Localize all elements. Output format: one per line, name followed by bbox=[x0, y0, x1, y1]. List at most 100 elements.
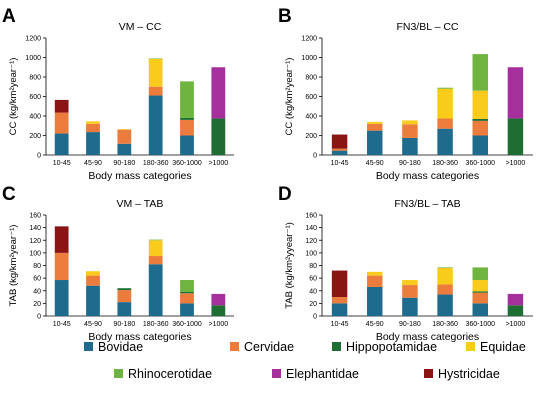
y-tick-label: 80 bbox=[33, 263, 41, 270]
bar-segment-hystricidae bbox=[54, 226, 69, 253]
y-tick-label: 40 bbox=[309, 288, 317, 295]
x-tick-label: 360-1000 bbox=[465, 321, 495, 328]
x-tick-label: 360-1000 bbox=[465, 160, 495, 167]
bar-segment-equidae bbox=[402, 120, 418, 125]
bar-segment-equidae bbox=[402, 280, 418, 286]
legend-swatch bbox=[466, 342, 475, 351]
bar-segment-cervidae bbox=[148, 256, 163, 265]
bar-segment-bovidae bbox=[402, 297, 418, 316]
chart-title: FN3/BL – CC bbox=[396, 21, 458, 33]
legend-label: Equidae bbox=[480, 340, 526, 354]
chart-panel-b: B FN3/BL – CC 0 200 400 600 800 1000 1200 CC (kg/… bbox=[278, 6, 533, 182]
bar-segment-hippopotamidae bbox=[211, 305, 226, 316]
bar-segment-cervidae bbox=[402, 285, 418, 298]
y-tick-label: 400 bbox=[305, 114, 317, 121]
bar-segment-hystricidae bbox=[331, 270, 348, 298]
y-axis-label: CC (kg/km²year⁻¹) bbox=[284, 58, 295, 136]
bar-segment-rhinocerotidae bbox=[180, 81, 194, 118]
bar-segment-cervidae bbox=[148, 86, 163, 96]
legend-label: Bovidae bbox=[98, 340, 143, 354]
bar-segment-bovidae bbox=[367, 130, 383, 155]
y-tick-label: 1000 bbox=[301, 55, 317, 62]
bar-segment-equidae bbox=[86, 271, 100, 276]
x-tick-label: >1000 bbox=[506, 321, 526, 328]
bar-segment-cervidae bbox=[86, 275, 100, 286]
bar-segment-hystricidae bbox=[54, 99, 69, 113]
bar-segment-bovidae bbox=[331, 150, 348, 155]
chart-title: VM – CC bbox=[119, 21, 162, 33]
bar-segment-equidae bbox=[148, 58, 163, 87]
y-tick-label: 200 bbox=[29, 133, 41, 140]
bar-segment-cervidae bbox=[437, 284, 453, 295]
y-tick-label: 600 bbox=[29, 94, 41, 101]
y-tick-label: 60 bbox=[33, 276, 41, 283]
bar-segment-rhinocerotidae bbox=[437, 267, 453, 269]
y-tick-label: 800 bbox=[29, 75, 41, 82]
y-tick-label: 600 bbox=[305, 94, 317, 101]
bar-segment-hippopotamidae bbox=[180, 292, 194, 294]
legend-label: Rhinocerotidae bbox=[128, 367, 212, 381]
bar-segment-cervidae bbox=[331, 148, 348, 151]
bar-segment-bovidae bbox=[472, 303, 488, 316]
legend-swatch bbox=[332, 342, 341, 351]
y-tick-label: 0 bbox=[313, 314, 317, 321]
legend-swatch bbox=[114, 369, 123, 378]
bar-segment-bovidae bbox=[117, 302, 132, 316]
bar-segment-hippopotamidae bbox=[211, 118, 226, 155]
legend-item-cervidae: Cervidae bbox=[230, 340, 294, 354]
bar-segment-bovidae bbox=[472, 135, 488, 155]
bar-segment-hippopotamidae bbox=[472, 291, 488, 293]
bar-segment-elephantidae bbox=[507, 67, 524, 119]
bar-segment-elephantidae bbox=[211, 67, 226, 119]
bar-segment-bovidae bbox=[117, 143, 132, 155]
chart-panel-c: C VM – TAB 0 20 40 60 80 100 120 140 160 TAB (kg/km… bbox=[2, 184, 234, 343]
x-axis-label: Body mass categories bbox=[88, 170, 191, 182]
y-tick-label: 20 bbox=[309, 301, 317, 308]
bar-segment-rhinocerotidae bbox=[437, 87, 453, 89]
bar-segment-hippopotamidae bbox=[180, 117, 194, 120]
x-axis-label: Body mass categories bbox=[376, 331, 479, 343]
y-tick-label: 140 bbox=[305, 225, 317, 232]
y-tick-label: 160 bbox=[305, 213, 317, 220]
bar-segment-rhinocerotidae bbox=[148, 239, 163, 241]
legend-item-elephantidae: Elephantidae bbox=[272, 367, 359, 381]
legend-item-bovidae: Bovidae bbox=[84, 340, 143, 354]
bar-segment-cervidae bbox=[402, 124, 418, 138]
legend-label: Elephantidae bbox=[286, 367, 359, 381]
bar-segment-equidae bbox=[437, 88, 453, 119]
legend-swatch bbox=[424, 369, 433, 378]
x-tick-label: 90-180 bbox=[399, 321, 421, 328]
panel-letter: D bbox=[278, 184, 292, 205]
bar-segment-hippopotamidae bbox=[507, 305, 524, 316]
bar-segment-equidae bbox=[148, 240, 163, 257]
bar-segment-cervidae bbox=[472, 120, 488, 136]
bar-segment-bovidae bbox=[180, 303, 194, 316]
legend: Bovidae Cervidae Hippopotamidae Equidae Rhin… bbox=[84, 340, 526, 381]
x-tick-label: 360-1000 bbox=[172, 160, 202, 167]
bar-segment-elephantidae bbox=[507, 293, 524, 306]
panel-letter: A bbox=[2, 6, 16, 27]
bar-segment-rhinocerotidae bbox=[180, 280, 194, 293]
x-tick-label: 90-180 bbox=[113, 160, 135, 167]
panel-letter: C bbox=[2, 184, 16, 205]
x-axis-label: Body mass categories bbox=[376, 170, 479, 182]
x-tick-label: >1000 bbox=[208, 160, 228, 167]
y-tick-label: 1200 bbox=[25, 36, 41, 43]
x-tick-label: 180-360 bbox=[143, 321, 169, 328]
y-tick-label: 100 bbox=[29, 250, 41, 257]
chart-title: VM – TAB bbox=[117, 198, 164, 210]
bar-segment-cervidae bbox=[117, 290, 132, 303]
bar-segment-bovidae bbox=[331, 303, 348, 316]
x-tick-label: 45-90 bbox=[366, 160, 384, 167]
chart-panel-a: A VM – CC 0 200 400 600 800 1000 1200 CC (kg/km²y… bbox=[2, 6, 234, 182]
chart-title: FN3/BL – TAB bbox=[394, 198, 460, 210]
bar-segment-rhinocerotidae bbox=[472, 54, 488, 91]
bar-segment-cervidae bbox=[437, 118, 453, 129]
y-tick-label: 120 bbox=[305, 238, 317, 245]
bar-segment-bovidae bbox=[180, 135, 194, 155]
legend-label: Hippopotamidae bbox=[346, 340, 437, 354]
legend-item-rhinocerotidae: Rhinocerotidae bbox=[114, 367, 212, 381]
bar-segment-elephantidae bbox=[211, 293, 226, 306]
x-tick-label: 90-180 bbox=[113, 321, 135, 328]
y-tick-label: 40 bbox=[33, 288, 41, 295]
